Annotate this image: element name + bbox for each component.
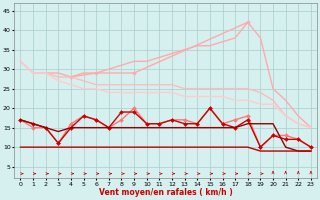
- X-axis label: Vent moyen/en rafales ( km/h ): Vent moyen/en rafales ( km/h ): [99, 188, 233, 197]
